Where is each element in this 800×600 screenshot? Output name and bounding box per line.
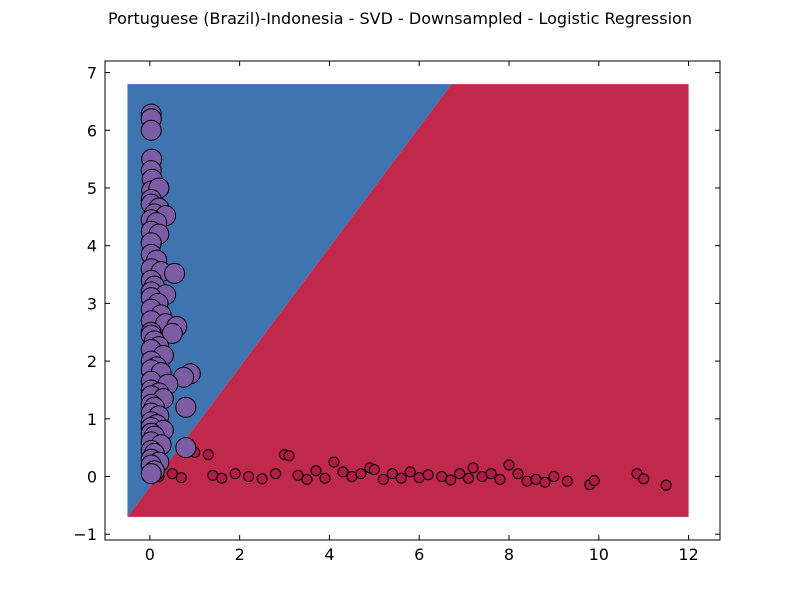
data-point — [175, 472, 187, 484]
class-purple-points — [140, 103, 201, 485]
data-point — [216, 472, 228, 484]
data-point — [539, 476, 551, 488]
data-point — [476, 471, 488, 483]
data-point — [243, 471, 255, 483]
data-point — [503, 459, 515, 471]
x-tick-label: 0 — [145, 545, 155, 564]
data-point — [368, 464, 380, 476]
y-tick-label: 5 — [87, 179, 97, 198]
data-point — [310, 465, 322, 477]
data-point — [467, 462, 479, 474]
data-point — [355, 468, 367, 480]
y-tick-label: 1 — [87, 410, 97, 429]
data-point — [175, 396, 197, 418]
data-point — [256, 473, 268, 485]
data-point — [292, 469, 304, 481]
data-point — [229, 468, 241, 480]
data-point — [521, 475, 533, 487]
data-point — [164, 262, 186, 284]
data-point — [207, 469, 219, 481]
data-point — [166, 468, 178, 480]
data-point — [319, 472, 331, 484]
x-tick-label: 4 — [324, 545, 334, 564]
data-point — [328, 456, 340, 468]
data-point — [638, 473, 650, 485]
data-point — [454, 468, 466, 480]
x-tick-label: 10 — [589, 545, 609, 564]
x-tick-label: 6 — [414, 545, 424, 564]
class-red-points — [153, 446, 672, 491]
y-tick-label: 0 — [87, 468, 97, 487]
data-point — [463, 472, 475, 484]
x-tick-label: 12 — [678, 545, 698, 564]
data-point — [530, 473, 542, 485]
data-point — [140, 119, 162, 141]
y-tick-label: 2 — [87, 352, 97, 371]
data-point — [337, 466, 349, 478]
y-tick-label: 7 — [87, 64, 97, 83]
data-point — [386, 468, 398, 480]
axes-frame — [104, 60, 721, 541]
y-tick-label: −1 — [73, 525, 97, 544]
data-point — [404, 466, 416, 478]
data-point — [283, 450, 295, 462]
data-point — [377, 473, 389, 485]
y-tick-label: 3 — [87, 294, 97, 313]
region-lower-right — [127, 84, 689, 517]
data-point — [445, 474, 457, 486]
y-tick-label: 4 — [87, 237, 97, 256]
data-point — [161, 322, 183, 344]
x-tick-label: 2 — [235, 545, 245, 564]
x-tick-label: 8 — [504, 545, 514, 564]
x-axis: 0 2 4 6 8 10 12 — [145, 61, 699, 564]
data-point — [588, 475, 600, 487]
data-point — [512, 468, 524, 480]
data-point — [301, 473, 313, 485]
data-point — [422, 469, 434, 481]
chart-title: Portuguese (Brazil)-Indonesia - SVD - Do… — [108, 9, 692, 28]
data-point — [494, 473, 506, 485]
data-point — [660, 479, 672, 491]
data-point — [140, 463, 162, 485]
data-point — [202, 449, 214, 461]
data-point — [395, 472, 407, 484]
data-point — [413, 472, 425, 484]
data-point — [346, 471, 358, 483]
data-point — [485, 468, 497, 480]
y-tick-label: 6 — [87, 121, 97, 140]
y-axis: −1 0 1 2 3 4 5 6 7 — [73, 64, 720, 544]
data-point — [270, 468, 282, 480]
data-point — [548, 471, 560, 483]
decision-regions — [127, 84, 689, 517]
data-point — [175, 437, 197, 459]
data-point — [561, 475, 573, 487]
